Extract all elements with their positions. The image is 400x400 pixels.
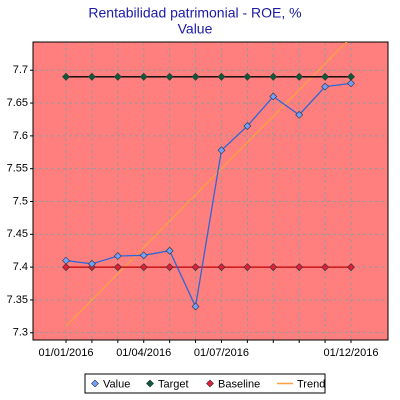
- x-tick-label: 01/12/2016: [323, 347, 378, 359]
- x-tick-label: 01/04/2016: [116, 347, 171, 359]
- y-tick-label: 7.35: [7, 294, 28, 306]
- data-point: [295, 72, 304, 81]
- y-tick-label: 7.55: [7, 163, 28, 175]
- data-point: [321, 72, 330, 81]
- y-tick-label: 7.45: [7, 228, 28, 240]
- data-point: [62, 263, 70, 272]
- data-point: [139, 263, 148, 272]
- chart-title: Rentabilidad patrimonial - ROE, %: [88, 5, 301, 21]
- y-tick-label: 7.5: [13, 195, 28, 207]
- data-point: [347, 79, 355, 88]
- data-point: [295, 263, 304, 272]
- x-tick-label: 01/07/2016: [194, 347, 249, 359]
- x-tick-label: 01/01/2016: [38, 347, 93, 359]
- data-point: [269, 92, 278, 101]
- series-layer: [62, 42, 355, 327]
- data-point: [295, 110, 304, 119]
- data-point: [191, 263, 200, 272]
- data-point: [217, 263, 226, 272]
- data-point: [87, 72, 96, 81]
- legend-box: [84, 373, 326, 394]
- data-point: [321, 82, 330, 91]
- data-point: [321, 263, 330, 272]
- legend-marker: [91, 379, 99, 388]
- data-point: [269, 263, 278, 272]
- data-point: [243, 263, 252, 272]
- data-point: [165, 72, 174, 81]
- data-point: [62, 256, 70, 265]
- data-point: [139, 72, 148, 81]
- data-point: [62, 72, 70, 81]
- y-tick-label: 7.65: [7, 97, 28, 109]
- series-line: [65, 42, 348, 327]
- data-point: [113, 252, 122, 260]
- data-point: [243, 122, 252, 130]
- plot-area: [33, 42, 388, 340]
- legend-marker: [146, 379, 154, 388]
- chart-subtitle: Value: [178, 21, 213, 37]
- data-point: [139, 251, 148, 260]
- data-point: [269, 72, 278, 81]
- y-tick-label: 7.3: [13, 327, 28, 339]
- data-point: [113, 72, 122, 81]
- series-line: [65, 82, 352, 309]
- legend-label: Value: [103, 378, 130, 390]
- plot-border: [32, 41, 389, 341]
- data-point: [191, 72, 200, 81]
- data-point: [191, 302, 200, 311]
- data-point: [113, 263, 122, 272]
- data-point: [165, 263, 174, 272]
- data-point: [87, 259, 96, 268]
- legend-label: Target: [158, 378, 189, 390]
- legend-label: Baseline: [218, 378, 260, 390]
- data-point: [347, 263, 355, 272]
- y-tick-label: 7.7: [13, 64, 28, 76]
- legend-marker: [206, 379, 214, 388]
- data-point: [217, 146, 226, 155]
- legend-label: Trend: [297, 378, 325, 390]
- data-point: [165, 246, 174, 255]
- data-point: [243, 72, 252, 81]
- y-tick-label: 7.6: [13, 130, 28, 142]
- y-tick-label: 7.4: [13, 261, 28, 273]
- data-point: [217, 72, 226, 81]
